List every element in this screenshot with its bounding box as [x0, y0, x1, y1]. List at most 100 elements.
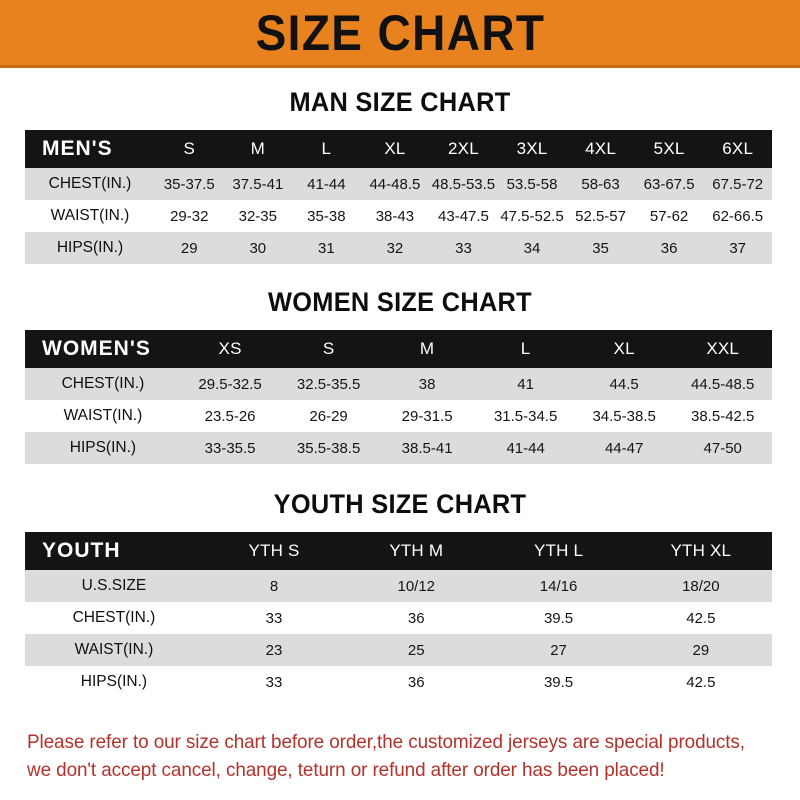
men-measurement-cell: 58-63 — [581, 175, 620, 193]
men-row-header-label: MEN'S — [42, 137, 113, 160]
table-row: WAIST(IN.) 23 25 27 29 — [25, 634, 772, 666]
women-row-header-label: WOMEN'S — [42, 337, 151, 360]
youth-measurement-cell: 14/16 — [539, 577, 578, 595]
women-column-header: XL — [613, 339, 635, 358]
youth-measurement-cell: 39.5 — [543, 609, 574, 627]
table-row: CHEST(IN.) 35-37.5 37.5-41 41-44 44-48.5 48.5… — [25, 168, 772, 200]
youth-row-label: HIPS(IN.) — [80, 673, 148, 690]
youth-size-section: YOUTH SIZE CHART YOUTH YTH S YTH M YTH L YT… — [0, 489, 800, 698]
youth-header-row: YOUTH YTH S YTH M YTH L YTH XL — [25, 532, 772, 570]
men-table-head: MEN'S S M L XL 2XL 3XL 4XL 5XL 6XL — [25, 130, 772, 168]
youth-measurement-cell: 39.5 — [543, 673, 574, 691]
youth-measurement-cell: 36 — [407, 609, 425, 627]
men-measurement-cell: 36 — [660, 239, 678, 257]
youth-measurement-cell: 33 — [265, 673, 283, 691]
men-size-table: MEN'S S M L XL 2XL 3XL 4XL 5XL 6XL CHEST(IN.) 35-… — [25, 130, 772, 264]
men-table-body: CHEST(IN.) 35-37.5 37.5-41 41-44 44-48.5 48.5… — [25, 168, 772, 264]
youth-table-head: YOUTH YTH S YTH M YTH L YTH XL — [25, 532, 772, 570]
women-measurement-cell: 44.5 — [609, 375, 639, 393]
women-measurement-cell: 31.5-34.5 — [493, 407, 558, 425]
youth-measurement-cell: 27 — [550, 641, 567, 659]
size-chart-banner: SIZE CHART — [0, 0, 800, 68]
women-measurement-cell: 29-31.5 — [401, 407, 453, 425]
women-column-header: XS — [218, 339, 242, 358]
women-row-label: HIPS(IN.) — [69, 439, 137, 456]
youth-measurement-cell: 29 — [692, 641, 710, 659]
youth-row-label: WAIST(IN.) — [74, 641, 154, 658]
men-measurement-cell: 30 — [249, 239, 267, 257]
youth-row-label: U.S.SIZE — [81, 577, 147, 594]
women-measurement-cell: 41 — [517, 375, 534, 393]
youth-measurement-cell: 42.5 — [686, 609, 716, 627]
notice-line-2: we don't accept cancel, change, teturn o… — [27, 759, 665, 782]
women-measurement-cell: 41-44 — [506, 439, 545, 457]
men-row-label: HIPS(IN.) — [56, 239, 124, 256]
women-column-header: XXL — [706, 339, 740, 358]
women-measurement-cell: 38 — [418, 375, 436, 393]
table-row: CHEST(IN.) 29.5-32.5 32.5-35.5 38 41 44.5 44.5… — [25, 368, 772, 400]
youth-size-table: YOUTH YTH S YTH M YTH L YTH XL U.S.SIZE 8 10/… — [25, 532, 772, 698]
youth-measurement-cell: 10/12 — [397, 577, 436, 595]
youth-column-header: YTH M — [389, 541, 444, 560]
table-row: WAIST(IN.) 23.5-26 26-29 29-31.5 31.5-34.5 34… — [25, 400, 772, 432]
youth-measurement-cell: 8 — [269, 577, 279, 595]
men-measurement-cell: 35-38 — [307, 207, 346, 225]
youth-measurement-cell: 18/20 — [682, 577, 720, 595]
women-measurement-cell: 38.5-41 — [401, 439, 453, 457]
order-policy-notice: Please refer to our size chart before or… — [27, 728, 755, 785]
men-measurement-cell: 37.5-41 — [232, 175, 284, 193]
men-measurement-cell: 32 — [386, 239, 404, 257]
men-measurement-cell: 29-32 — [170, 207, 209, 225]
men-measurement-cell: 53.5-58 — [506, 175, 558, 193]
women-measurement-cell: 35.5-38.5 — [296, 439, 361, 457]
men-column-header: S — [183, 139, 196, 158]
table-row: HIPS(IN.) 29 30 31 32 33 34 35 36 37 — [25, 232, 772, 264]
men-measurement-cell: 34 — [523, 239, 541, 257]
men-section-title: MAN SIZE CHART — [289, 87, 511, 117]
men-measurement-cell: 67.5-72 — [712, 175, 764, 193]
table-row: WAIST(IN.) 29-32 32-35 35-38 38-43 43-47.5 47.… — [25, 200, 772, 232]
notice-line-1: Please refer to our size chart before or… — [27, 731, 745, 753]
men-column-header: 3XL — [516, 139, 548, 158]
men-measurement-cell: 41-44 — [307, 175, 346, 193]
youth-row-label: CHEST(IN.) — [72, 609, 156, 626]
men-column-header: L — [321, 139, 332, 158]
youth-measurement-cell: 42.5 — [686, 673, 716, 691]
women-measurement-cell: 38.5-42.5 — [691, 407, 755, 425]
men-measurement-cell: 44-48.5 — [369, 175, 421, 193]
women-measurement-cell: 32.5-35.5 — [296, 375, 361, 393]
women-size-table: WOMEN'S XS S M L XL XXL CHEST(IN.) 29.5-32.5 32… — [25, 330, 772, 464]
youth-column-header: YTH XL — [670, 541, 732, 560]
women-measurement-cell: 29.5-32.5 — [198, 375, 262, 393]
men-column-header: 4XL — [585, 139, 616, 158]
women-row-label: WAIST(IN.) — [63, 407, 143, 424]
youth-measurement-cell: 25 — [407, 641, 425, 659]
youth-table-body: U.S.SIZE 8 10/12 14/16 18/20 CHEST(IN.) 33 36 39… — [25, 570, 772, 698]
men-measurement-cell: 48.5-53.5 — [431, 175, 496, 193]
men-measurement-cell: 52.5-57 — [575, 207, 626, 225]
women-measurement-cell: 34.5-38.5 — [592, 407, 656, 425]
women-section-title: WOMEN SIZE CHART — [268, 287, 532, 317]
youth-row-header-label: YOUTH — [42, 539, 121, 562]
men-column-header: 5XL — [653, 139, 685, 158]
men-measurement-cell: 63-67.5 — [643, 175, 695, 193]
men-row-label: CHEST(IN.) — [48, 175, 132, 192]
men-measurement-cell: 38-43 — [375, 207, 415, 225]
men-measurement-cell: 33 — [455, 239, 472, 257]
youth-measurement-cell: 23 — [265, 641, 283, 659]
men-column-header: 6XL — [722, 139, 754, 158]
youth-measurement-cell: 33 — [265, 609, 283, 627]
women-row-label: CHEST(IN.) — [61, 375, 145, 392]
youth-column-header: YTH S — [248, 541, 300, 560]
men-measurement-cell: 29 — [180, 239, 198, 257]
youth-column-header: YTH L — [533, 541, 584, 560]
women-measurement-cell: 33-35.5 — [204, 439, 256, 457]
men-measurement-cell: 31 — [318, 239, 335, 257]
youth-measurement-cell: 36 — [407, 673, 425, 691]
men-measurement-cell: 35 — [592, 239, 609, 257]
women-table-head: WOMEN'S XS S M L XL XXL — [25, 330, 772, 368]
women-measurement-cell: 47-50 — [703, 439, 742, 457]
men-measurement-cell: 37 — [729, 239, 747, 257]
table-row: U.S.SIZE 8 10/12 14/16 18/20 — [25, 570, 772, 602]
men-column-header: 2XL — [448, 139, 479, 158]
